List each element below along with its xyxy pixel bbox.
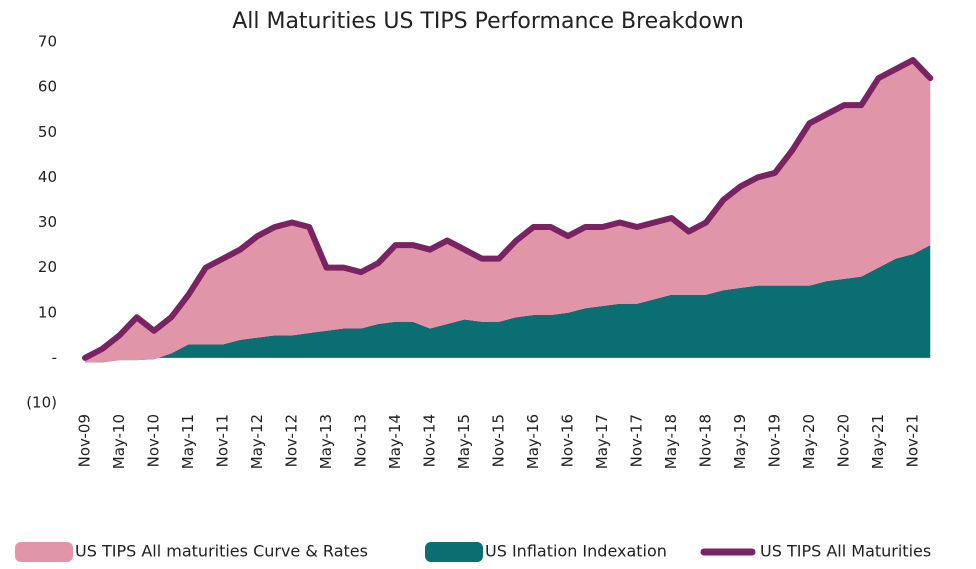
x-tick-label: May-12 xyxy=(248,414,266,469)
line xyxy=(82,57,934,361)
x-tick-label: Nov-13 xyxy=(352,414,370,467)
y-tick-label: 60 xyxy=(38,78,57,96)
x-tick-label: Nov-16 xyxy=(559,414,577,467)
y-tick-label: 50 xyxy=(38,123,57,141)
y-tick-label: (10) xyxy=(26,394,57,412)
x-tick-label: Nov-09 xyxy=(76,414,94,467)
x-tick-label: May-20 xyxy=(800,414,818,469)
x-tick-label: Nov-20 xyxy=(835,414,853,467)
x-tick-label: Nov-14 xyxy=(421,414,439,467)
x-tick-label: May-14 xyxy=(386,414,404,469)
y-tick-label: 40 xyxy=(38,168,57,186)
x-tick-label: May-21 xyxy=(869,414,887,469)
area xyxy=(85,60,931,363)
x-tick-label: Nov-17 xyxy=(628,414,646,467)
y-tick-label: 10 xyxy=(38,303,57,321)
y-tick-label: 70 xyxy=(38,33,57,51)
legend-label: US TIPS All Maturities xyxy=(760,542,931,561)
area xyxy=(85,245,931,363)
legend-swatch xyxy=(425,542,483,562)
x-tick-label: May-18 xyxy=(662,414,680,469)
x-tick-label: May-10 xyxy=(110,414,128,469)
x-tick-label: May-17 xyxy=(593,414,611,469)
chart-title: All Maturities US TIPS Performance Break… xyxy=(232,9,744,34)
x-tick-label: Nov-12 xyxy=(283,414,301,467)
x-tick-label: May-13 xyxy=(317,414,335,469)
y-tick-label: - xyxy=(52,348,57,366)
x-tick-label: Nov-21 xyxy=(904,414,922,467)
y-tick-label: 20 xyxy=(38,258,57,276)
x-tick-label: May-16 xyxy=(524,414,542,469)
x-tick-label: Nov-10 xyxy=(145,414,163,467)
x-tick-label: Nov-11 xyxy=(214,414,232,467)
x-tick-label: Nov-19 xyxy=(766,414,784,467)
x-tick-label: May-19 xyxy=(731,414,749,469)
legend-swatch xyxy=(15,542,73,562)
x-tick-label: Nov-18 xyxy=(697,414,715,467)
x-tick-label: May-11 xyxy=(179,414,197,469)
x-tick-label: Nov-15 xyxy=(490,414,508,467)
x-tick-label: May-15 xyxy=(455,414,473,469)
y-tick-label: 30 xyxy=(38,213,57,231)
legend-label: US TIPS All maturities Curve & Rates xyxy=(75,542,368,561)
legend-label: US Inflation Indexation xyxy=(485,542,667,561)
